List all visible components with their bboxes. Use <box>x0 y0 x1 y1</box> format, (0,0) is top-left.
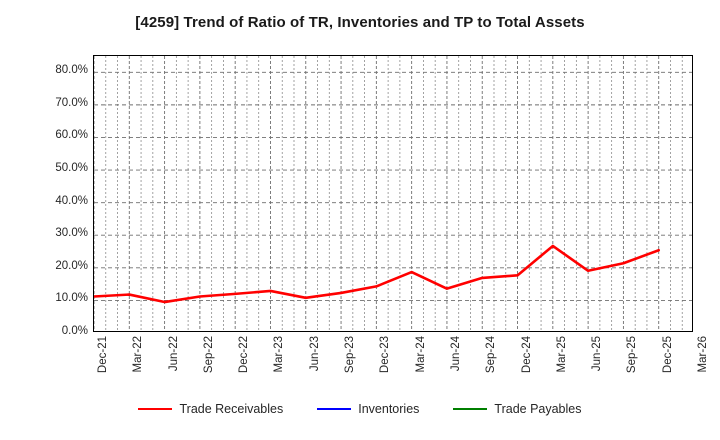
x-axis-tick-label: Jun-22 <box>167 336 180 372</box>
y-axis: 0.0% 10.0% 20.0% 30.0% 40.0% 50.0% 60.0% 70.0% 8… <box>34 0 88 440</box>
legend-item[interactable]: Trade Receivables <box>138 402 283 416</box>
x-axis-tick-label: Mar-24 <box>414 336 427 373</box>
x-axis-tick-label: Sep-24 <box>485 336 498 374</box>
x-axis-tick-label: Jun-24 <box>449 336 462 372</box>
legend-line-icon <box>453 408 488 410</box>
y-axis-tick-label: 40.0% <box>55 194 88 207</box>
y-axis-tick-label: 30.0% <box>55 227 88 240</box>
y-axis-tick-label: 10.0% <box>55 292 88 305</box>
legend-label: Trade Receivables <box>179 402 284 416</box>
legend-item[interactable]: Trade Payables <box>453 402 582 416</box>
plot-area <box>93 55 693 332</box>
legend-line-icon <box>317 408 352 410</box>
legend-label: Inventories <box>358 402 420 416</box>
y-axis-tick-label: 70.0% <box>55 96 88 109</box>
legend-line-icon <box>138 408 173 410</box>
x-axis-tick-label: Sep-22 <box>202 336 215 374</box>
x-axis-tick-label: Dec-25 <box>661 336 674 374</box>
gridlines-minor-vertical <box>105 56 683 331</box>
x-axis-tick-label: Mar-26 <box>697 336 709 373</box>
y-axis-tick-label: 0.0% <box>61 325 88 337</box>
x-axis-tick-label: Dec-22 <box>238 336 251 374</box>
x-axis-tick-label: Dec-24 <box>520 336 533 374</box>
chart-title: [4259] Trend of Ratio of TR, Inventories… <box>135 14 585 31</box>
gridlines-major-vertical <box>94 56 660 331</box>
x-axis-tick-label: Jun-23 <box>308 336 321 372</box>
y-axis-tick-label: 80.0% <box>55 64 88 77</box>
chart-legend: Trade Receivables Inventories Trade Payabl… <box>0 402 720 416</box>
x-axis-tick-label: Mar-23 <box>273 336 286 373</box>
legend-item[interactable]: Inventories <box>317 402 419 416</box>
gridlines-horizontal <box>94 71 692 301</box>
data-lines <box>94 244 661 304</box>
x-axis-tick-label: Sep-23 <box>344 336 357 374</box>
series-line <box>94 244 661 304</box>
y-axis-tick-label: 50.0% <box>55 162 88 175</box>
x-axis-tick-label: Jun-25 <box>591 336 604 372</box>
legend-label: Trade Payables <box>494 402 582 416</box>
y-axis-tick-label: 60.0% <box>55 129 88 142</box>
x-axis-tick-label: Dec-21 <box>97 336 109 374</box>
x-axis-tick-label: Mar-22 <box>132 336 145 373</box>
y-axis-tick-label: 20.0% <box>55 259 88 272</box>
x-axis-tick-label: Sep-25 <box>626 336 639 374</box>
x-axis-tick-label: Dec-23 <box>379 336 392 374</box>
x-axis-tick-label: Mar-25 <box>555 336 568 373</box>
plot-svg <box>94 56 692 331</box>
x-axis: Dec-21 Mar-22 Jun-22 Sep-22 Dec-22 Mar-23 Jun-… <box>93 336 709 396</box>
